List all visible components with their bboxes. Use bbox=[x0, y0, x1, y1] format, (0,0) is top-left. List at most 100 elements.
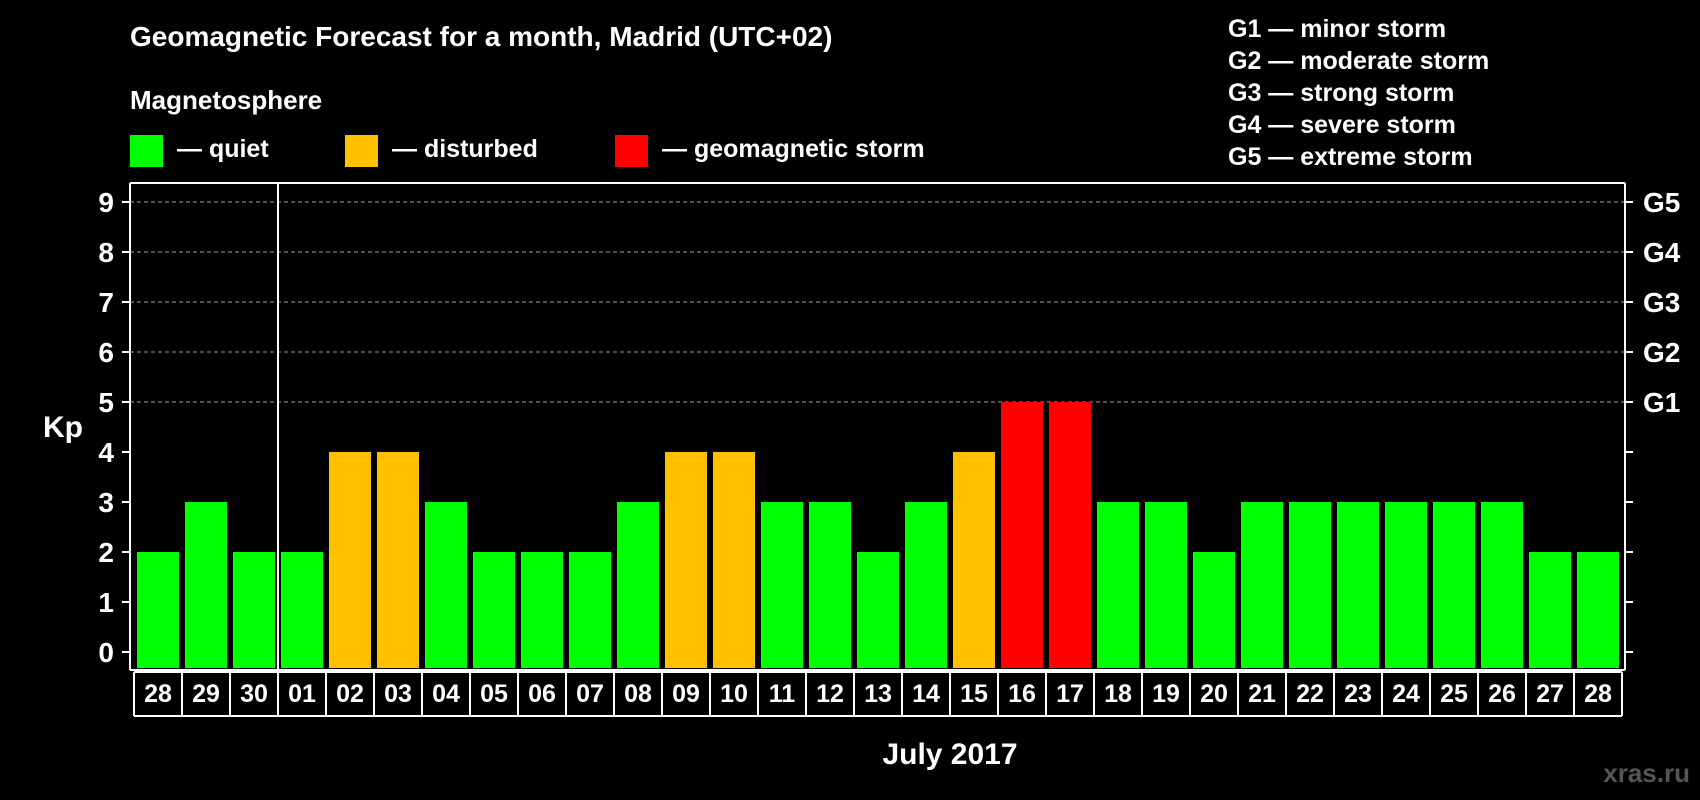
x-tick-label: 21 bbox=[1248, 680, 1276, 708]
right-tick-label-G5: G5 bbox=[1643, 187, 1680, 218]
bar-10 bbox=[713, 452, 755, 668]
bar-04 bbox=[425, 502, 467, 668]
bar-28 bbox=[137, 552, 179, 668]
y-tick-label: 8 bbox=[98, 237, 114, 268]
legend-label-quiet: — quiet bbox=[177, 135, 269, 163]
x-tick-label: 26 bbox=[1488, 680, 1516, 708]
legend-title: Magnetosphere bbox=[130, 85, 322, 115]
storm-level-item: G4 — severe storm bbox=[1228, 111, 1456, 139]
storm-level-item: G5 — extreme storm bbox=[1228, 143, 1473, 171]
storm-level-item: G1 — minor storm bbox=[1228, 15, 1446, 43]
watermark: xras.ru bbox=[1603, 758, 1690, 788]
bar-22 bbox=[1289, 502, 1331, 668]
x-tick-label: 22 bbox=[1296, 680, 1324, 708]
legend-swatch-disturbed bbox=[345, 135, 378, 167]
bar-09 bbox=[665, 452, 707, 668]
right-tick-label-G3: G3 bbox=[1643, 287, 1680, 318]
bar-18 bbox=[1097, 502, 1139, 668]
bar-20 bbox=[1193, 552, 1235, 668]
x-tick-label: 27 bbox=[1536, 680, 1564, 708]
x-tick-label: 06 bbox=[528, 680, 556, 708]
x-tick-label: 16 bbox=[1008, 680, 1036, 708]
y-tick-label: 4 bbox=[98, 437, 114, 468]
y-tick-label: 9 bbox=[98, 187, 114, 218]
legend-swatch-storm bbox=[615, 135, 648, 167]
storm-level-legend: G1 — minor storm G2 — moderate storm G3 — … bbox=[1228, 15, 1489, 171]
y-tick-label: 2 bbox=[98, 537, 114, 568]
bar-07 bbox=[569, 552, 611, 668]
legend: — quiet — disturbed — geomagnetic storm bbox=[130, 135, 925, 167]
right-tick-label-G2: G2 bbox=[1643, 337, 1680, 368]
x-tick-label: 18 bbox=[1104, 680, 1132, 708]
x-tick-label: 28 bbox=[1584, 680, 1612, 708]
right-axis-ticks: G1 G2 G3 G4 G5 bbox=[1625, 187, 1681, 653]
x-tick-label: 25 bbox=[1440, 680, 1468, 708]
x-axis-date-cells: 28 29 30 01 02 03 04 05 06 07 08 09 10 11 12 13 14 15 16 17… bbox=[133, 671, 1623, 717]
x-tick-label: 04 bbox=[432, 680, 460, 708]
x-tick-label: 11 bbox=[769, 680, 796, 708]
bar-25 bbox=[1433, 502, 1475, 668]
gridlines bbox=[130, 201, 1625, 403]
bar-24 bbox=[1385, 502, 1427, 668]
x-tick-label: 09 bbox=[672, 680, 700, 708]
bar-26 bbox=[1481, 502, 1523, 668]
x-tick-label: 10 bbox=[720, 680, 748, 708]
x-tick-label: 15 bbox=[960, 680, 988, 708]
y-tick-label: 7 bbox=[98, 287, 114, 318]
bar-13 bbox=[857, 552, 899, 668]
x-tick-label: 05 bbox=[480, 680, 508, 708]
bar-14 bbox=[905, 502, 947, 668]
bar-08 bbox=[617, 502, 659, 668]
y-tick-label: 1 bbox=[98, 587, 114, 618]
x-tick-label: 20 bbox=[1200, 680, 1228, 708]
y-axis-label: Kp bbox=[43, 411, 83, 444]
right-tick-label-G4: G4 bbox=[1643, 237, 1681, 268]
storm-level-item: G3 — strong storm bbox=[1228, 79, 1454, 107]
x-tick-label: 01 bbox=[288, 680, 316, 708]
x-tick-label: 29 bbox=[192, 680, 220, 708]
y-axis-ticks: 0 1 2 3 4 5 6 7 8 9 bbox=[98, 187, 130, 668]
x-axis-label: July 2017 bbox=[882, 738, 1017, 771]
x-tick-label: 12 bbox=[816, 680, 844, 708]
bar-02 bbox=[329, 452, 371, 668]
y-tick-label: 6 bbox=[98, 337, 114, 368]
x-tick-label: 30 bbox=[240, 680, 268, 708]
bar-03 bbox=[377, 452, 419, 668]
x-tick-label: 03 bbox=[384, 680, 412, 708]
x-tick-label: 02 bbox=[336, 680, 364, 708]
y-tick-label: 0 bbox=[98, 637, 114, 668]
x-tick-label: 19 bbox=[1152, 680, 1180, 708]
bar-16 bbox=[1001, 402, 1043, 668]
x-tick-label: 17 bbox=[1056, 680, 1084, 708]
bar-29 bbox=[185, 502, 227, 668]
bar-23 bbox=[1337, 502, 1379, 668]
storm-level-item: G2 — moderate storm bbox=[1228, 47, 1489, 75]
right-tick-label-G1: G1 bbox=[1643, 387, 1680, 418]
chart-title: Geomagnetic Forecast for a month, Madrid… bbox=[130, 21, 832, 52]
bar-15 bbox=[953, 452, 995, 668]
legend-label-storm: — geomagnetic storm bbox=[662, 135, 925, 163]
x-tick-label: 28 bbox=[144, 680, 172, 708]
bar-06 bbox=[521, 552, 563, 668]
x-tick-label: 23 bbox=[1344, 680, 1372, 708]
bar-17 bbox=[1049, 402, 1091, 668]
bar-28 bbox=[1577, 552, 1619, 668]
x-tick-label: 08 bbox=[624, 680, 652, 708]
legend-swatch-quiet bbox=[130, 135, 163, 167]
bars bbox=[137, 402, 1619, 668]
bar-05 bbox=[473, 552, 515, 668]
y-tick-label: 3 bbox=[98, 487, 114, 518]
bar-30 bbox=[233, 552, 275, 668]
bar-19 bbox=[1145, 502, 1187, 668]
x-tick-label: 14 bbox=[912, 680, 940, 708]
bar-27 bbox=[1529, 552, 1571, 668]
axes bbox=[129, 182, 1626, 671]
x-tick-label: 07 bbox=[576, 680, 604, 708]
bar-12 bbox=[809, 502, 851, 668]
bar-11 bbox=[761, 502, 803, 668]
legend-label-disturbed: — disturbed bbox=[392, 135, 538, 163]
bar-21 bbox=[1241, 502, 1283, 668]
bar-01 bbox=[281, 552, 323, 668]
x-tick-label: 24 bbox=[1392, 680, 1420, 708]
